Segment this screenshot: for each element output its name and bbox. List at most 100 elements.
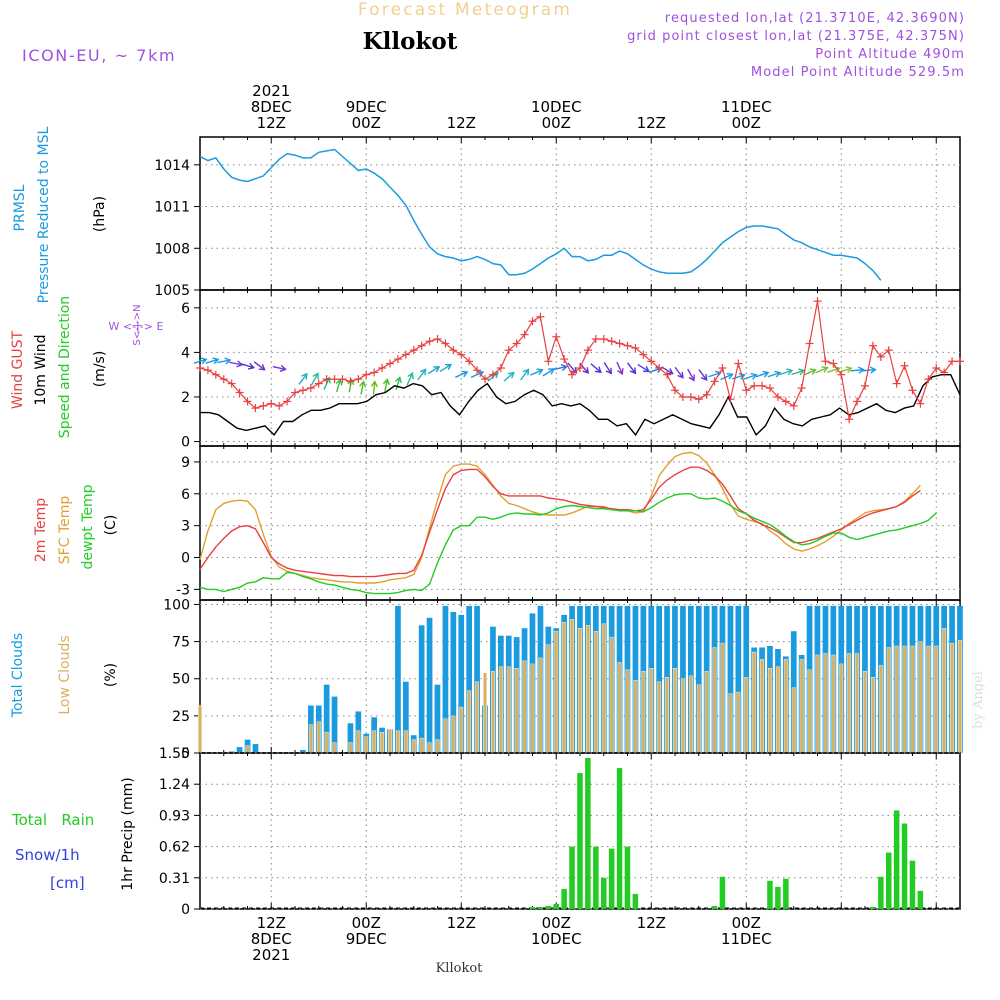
- total-cloud-bar: [252, 744, 259, 753]
- low-cloud-bar: [728, 693, 733, 754]
- wind-arrow: [616, 361, 624, 376]
- rain-bar: [719, 876, 726, 909]
- gust-marker: [773, 392, 782, 401]
- low-cloud-bar: [546, 644, 551, 754]
- rain-bar: [569, 846, 575, 909]
- total-cloud-bar: [442, 605, 449, 753]
- gust-marker: [726, 395, 735, 404]
- top-time-label: 11DEC: [721, 98, 772, 116]
- gust-marker: [441, 339, 450, 348]
- wind-arrow: [427, 366, 441, 375]
- low-cloud-bar: [245, 745, 250, 754]
- low-cloud-bar: [198, 705, 203, 754]
- wind-arrow-head: [407, 371, 414, 380]
- bottom-time-label: 00Z: [732, 914, 761, 932]
- temp-sfc-label: SFC Temp: [57, 496, 73, 565]
- low-cloud-bar: [427, 742, 432, 754]
- wind-arrow-shaft: [311, 373, 319, 386]
- rain-bar: [711, 906, 718, 909]
- gust-marker: [694, 395, 703, 404]
- temp-unit: (C): [103, 515, 119, 536]
- top-time-label: 00Z: [732, 114, 761, 132]
- low-cloud-bar: [744, 677, 749, 754]
- low-cloud-bar: [451, 715, 456, 754]
- gust-marker: [378, 364, 387, 372]
- gust-marker: [473, 366, 482, 375]
- wind-arrow-head: [726, 372, 734, 380]
- rain-bar: [624, 846, 631, 909]
- total-cloud-bar: [450, 611, 457, 753]
- rain-bar: [561, 888, 567, 909]
- watermark: by Angel: [971, 671, 986, 729]
- gust-marker: [354, 375, 363, 384]
- rain-bar: [601, 877, 607, 909]
- total-cloud-bar: [735, 605, 742, 753]
- snow-label: Snow/1h: [15, 846, 80, 864]
- low-cloud-bar: [570, 619, 574, 754]
- wind-arrow-shaft: [395, 377, 401, 391]
- wind-arrow-head: [279, 364, 287, 372]
- wind-arrow: [720, 372, 734, 381]
- total-cloud-bar: [300, 750, 306, 753]
- gust-marker: [322, 375, 331, 384]
- low-cloud-bar: [443, 718, 448, 754]
- y-tick-label: 6: [181, 487, 190, 503]
- gust-marker: [829, 359, 838, 368]
- low-cloud-bar: [673, 668, 677, 754]
- wind-arrow-shaft: [553, 365, 567, 371]
- low-cloud-bar: [419, 737, 424, 754]
- wind-arrow-head: [247, 362, 255, 370]
- wind-arrow-head: [677, 371, 684, 379]
- gust-marker: [314, 379, 323, 388]
- top-time-label: 2021: [252, 82, 290, 100]
- wind-arrow-head: [666, 368, 674, 375]
- rain-bar: [909, 860, 916, 909]
- wind-arrow-head: [445, 363, 453, 371]
- gust-marker: [623, 341, 632, 350]
- low-cloud-bar: [720, 642, 725, 754]
- gust-marker: [227, 379, 236, 388]
- gust-marker: [940, 368, 949, 377]
- pressure-label-msl: Pressure Reduced to MSL: [36, 126, 52, 303]
- wind-arrow-head: [347, 378, 355, 386]
- wind-arrow-head: [370, 380, 378, 388]
- y-tick-label: 1.24: [159, 777, 190, 793]
- gust-marker: [908, 386, 917, 395]
- gust-marker: [393, 355, 402, 364]
- gust-marker: [932, 364, 941, 372]
- total-cloud-bar: [236, 747, 243, 753]
- rain-bar: [893, 810, 900, 909]
- top-time-label: 00Z: [352, 114, 381, 132]
- wind-arrow-shaft: [815, 366, 828, 374]
- gust-marker: [409, 346, 418, 355]
- bottom-time-label: 00Z: [352, 914, 381, 932]
- wind-arrow: [455, 370, 469, 378]
- wind-arrow-head: [821, 366, 829, 373]
- total-cloud-bar: [395, 605, 401, 753]
- rain-bar: [917, 890, 924, 909]
- y-tick-label: 1011: [154, 200, 190, 216]
- gust-marker: [591, 335, 600, 344]
- rain-bar: [577, 773, 583, 909]
- wind-arrow: [503, 371, 515, 382]
- bottom-time-label: 2021: [252, 946, 290, 964]
- gust-marker: [306, 384, 315, 393]
- gust-marker: [275, 401, 284, 410]
- low-cloud-bar: [593, 631, 598, 754]
- wind-arrow-shaft: [674, 366, 684, 379]
- gust-marker: [283, 397, 292, 406]
- wind-arrow: [674, 366, 684, 379]
- rain-bar: [545, 906, 552, 909]
- wind-arrow: [862, 366, 877, 374]
- total-cloud-bar: [695, 605, 702, 753]
- gust-marker: [956, 357, 964, 366]
- gust-marker: [536, 312, 545, 321]
- y-tick-label: -3: [176, 582, 190, 598]
- y-tick-label: 0.93: [159, 808, 190, 824]
- gust-marker: [568, 370, 577, 379]
- temp-2m-line: [199, 466, 921, 578]
- wind-arrow-shaft: [767, 371, 781, 378]
- wind-arrow-shaft: [616, 361, 623, 375]
- wind-arrow-shaft: [439, 363, 452, 373]
- low-cloud-bar: [332, 742, 337, 754]
